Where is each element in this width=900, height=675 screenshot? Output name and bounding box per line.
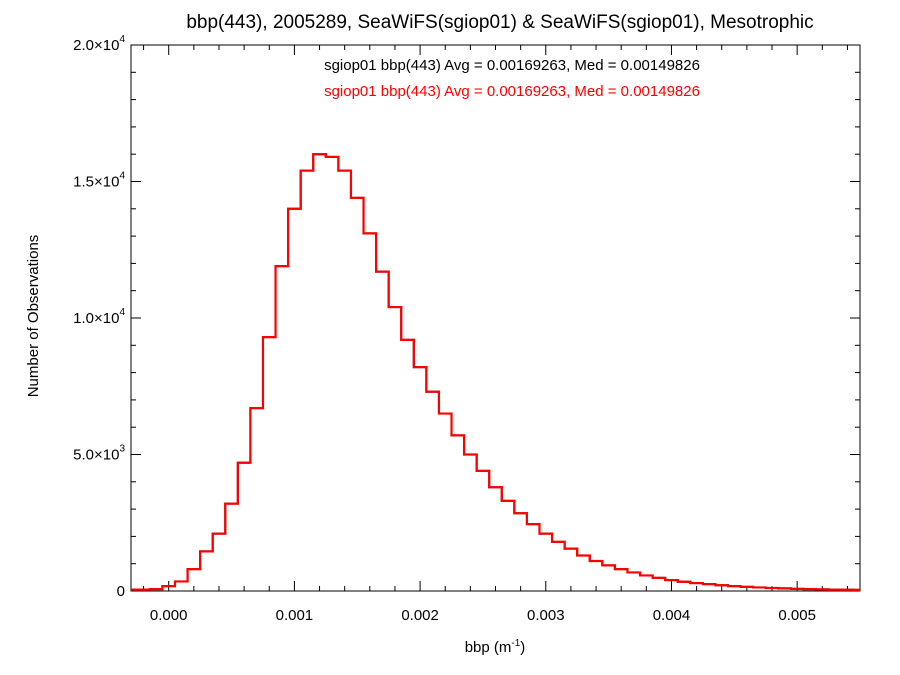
x-axis-label: bbp (m-1) bbox=[465, 638, 526, 656]
x-tick-label: 0.001 bbox=[276, 607, 314, 624]
x-axis-label-suffix: ) bbox=[520, 639, 525, 656]
series-layer bbox=[131, 153, 860, 592]
plot-frame bbox=[130, 44, 861, 592]
legend-entry-black: sgiop01 bbp(443) Avg = 0.00169263, Med =… bbox=[324, 57, 700, 74]
chart-title: bbp(443), 2005289, SeaWiFS(sgiop01) & Se… bbox=[186, 12, 813, 33]
x-tick-label: 0.002 bbox=[401, 607, 439, 624]
y-tick-label: 1.0×104 bbox=[73, 307, 125, 327]
x-axis-label-main: bbp (m bbox=[465, 639, 512, 656]
series-red-line bbox=[131, 153, 860, 592]
series-black-line bbox=[131, 153, 860, 591]
y-axis-ticks: 0 5.0×103 1.0×104 1.5×104 2.0×104 bbox=[73, 34, 860, 600]
y-tick-label: 0 bbox=[117, 583, 125, 600]
legend-entry-red: sgiop01 bbp(443) Avg = 0.00169263, Med =… bbox=[324, 83, 700, 100]
x-tick-label: 0.003 bbox=[527, 607, 565, 624]
y-tick-label: 5.0×103 bbox=[73, 444, 125, 464]
y-tick-label: 2.0×104 bbox=[73, 34, 125, 54]
x-tick-label: 0.005 bbox=[778, 607, 816, 624]
y-axis-label: Number of Observations bbox=[25, 235, 42, 398]
x-tick-label: 0.004 bbox=[653, 607, 691, 624]
x-tick-label: 0.000 bbox=[150, 607, 188, 624]
x-axis-ticks: 0.000 0.001 0.002 0.003 0.004 0.005 bbox=[143, 45, 848, 624]
y-tick-label: 1.5×104 bbox=[73, 171, 125, 191]
x-axis-label-superscript: -1 bbox=[511, 638, 520, 649]
